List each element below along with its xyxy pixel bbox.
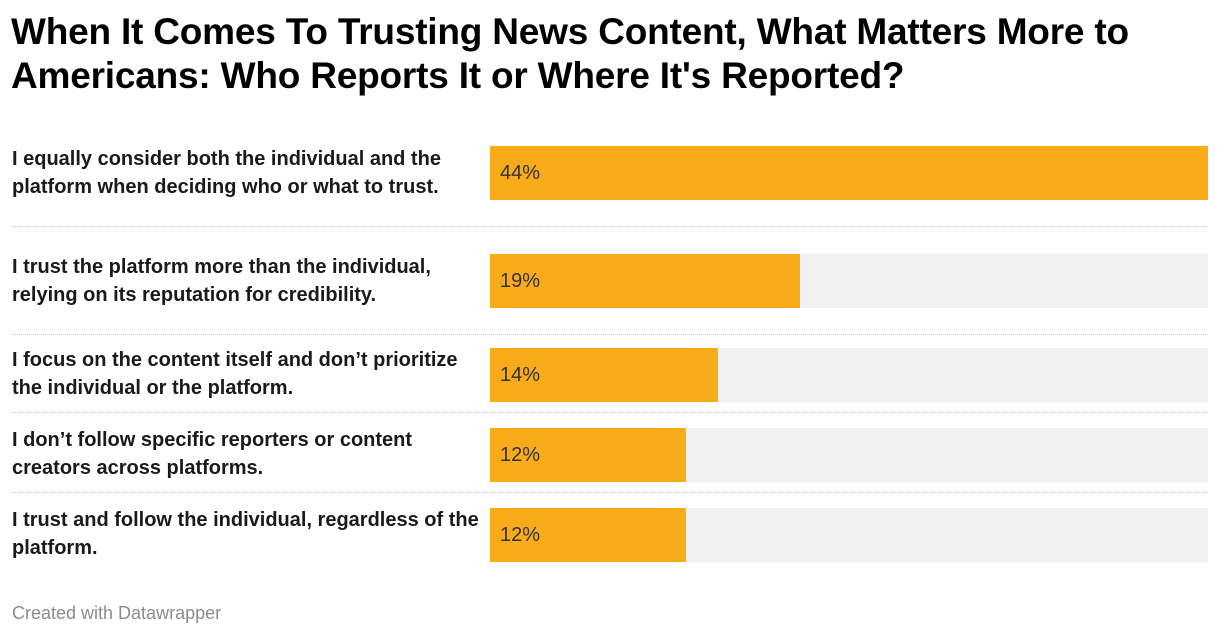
bar-track: 14% — [490, 348, 1208, 402]
footer-credit: Created with Datawrapper — [12, 603, 222, 623]
bar-track: 12% — [490, 508, 1208, 562]
value-label: 12% — [500, 523, 541, 546]
bar — [490, 254, 800, 308]
category-label: I don’t follow specific reporters or con… — [12, 429, 413, 479]
value-label: 19% — [500, 269, 541, 292]
bar — [490, 348, 718, 402]
category-label: I equally consider both the individual a… — [12, 148, 441, 198]
row-divider — [12, 334, 1208, 335]
bar-track: 44% — [490, 146, 1208, 200]
row-divider — [12, 226, 1208, 227]
value-label: 44% — [500, 161, 541, 184]
category-label: I focus on the content itself and don’t … — [12, 349, 458, 399]
bar — [490, 428, 686, 482]
value-label: 14% — [500, 363, 541, 386]
category-label: I trust the platform more than the indiv… — [12, 256, 431, 306]
row-divider — [12, 412, 1208, 413]
value-label: 12% — [500, 443, 541, 466]
category-label: I trust and follow the individual, regar… — [12, 509, 479, 559]
chart-title: When It Comes To Trusting News Content, … — [11, 11, 1129, 96]
bar-track: 19% — [490, 254, 1208, 308]
bar — [490, 508, 686, 562]
bar — [490, 146, 1208, 200]
bar-track: 12% — [490, 428, 1208, 482]
row-divider — [12, 492, 1208, 493]
